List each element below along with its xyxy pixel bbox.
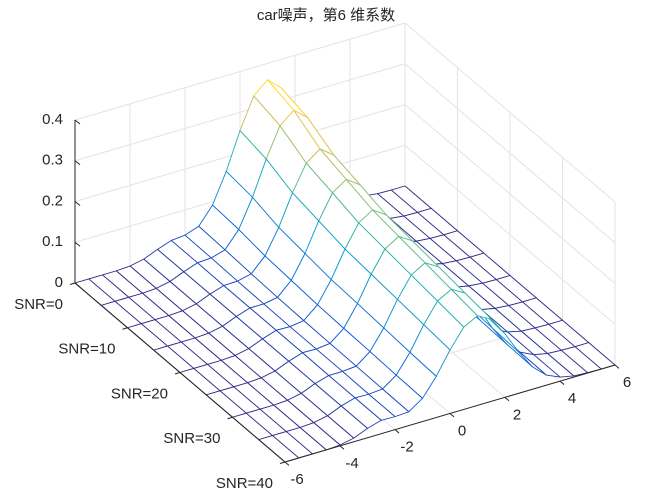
- z-tick-label: 0: [55, 274, 63, 291]
- z-tick-label: 0.2: [42, 192, 63, 209]
- y-tick-label: SNR=0: [14, 296, 63, 313]
- x-tick-label: 4: [568, 390, 576, 407]
- x-tick: [339, 445, 345, 450]
- z-tick-label: 0.3: [42, 152, 63, 169]
- grid-line: [404, 104, 616, 284]
- x-tick: [504, 396, 510, 402]
- x-tick-label: 6: [623, 374, 631, 391]
- x-tick-label: -2: [400, 439, 413, 456]
- x-tick: [559, 380, 565, 385]
- x-tick: [614, 364, 620, 369]
- y-tick: [122, 327, 128, 330]
- z-tick: [74, 241, 81, 247]
- x-tick: [449, 413, 455, 418]
- y-tick: [69, 282, 76, 285]
- grid-line: [404, 144, 616, 325]
- grid-line: [74, 63, 406, 162]
- y-tick-label: SNR=20: [111, 385, 168, 402]
- z-tick-label: 0.4: [42, 111, 63, 128]
- y-tick-label: SNR=10: [58, 341, 115, 358]
- y-tick: [227, 416, 233, 420]
- z-tick: [74, 282, 81, 288]
- y-tick-label: SNR=30: [163, 430, 220, 447]
- x-tick: [394, 429, 400, 434]
- x-tick-label: 0: [458, 422, 466, 439]
- x-tick: [284, 461, 290, 466]
- grid-line: [404, 22, 616, 203]
- y-tick: [279, 461, 286, 464]
- z-tick: [74, 119, 81, 125]
- y-tick-label: SNR=40: [216, 475, 273, 492]
- z-tick-label: 0.1: [42, 233, 63, 250]
- x-tick-label: -4: [345, 455, 358, 472]
- chart-title: car噪声，第6 维系数: [257, 6, 395, 24]
- x-tick-label: 2: [513, 406, 521, 423]
- x-tick-label: -6: [290, 471, 303, 488]
- y-tick: [174, 372, 181, 375]
- grid-line: [404, 63, 616, 244]
- z-tick: [74, 201, 81, 206]
- z-tick: [74, 160, 81, 166]
- grid-line: [74, 22, 406, 121]
